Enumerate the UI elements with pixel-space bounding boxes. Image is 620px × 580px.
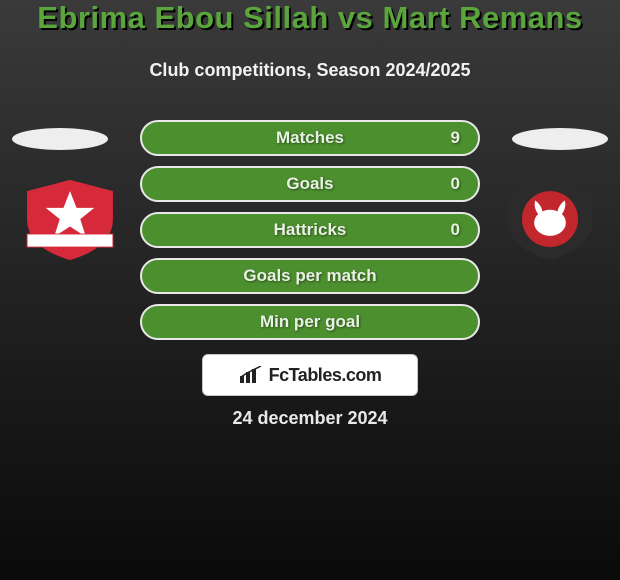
stat-bar-min-per-goal: Min per goal — [140, 304, 480, 340]
stat-label: Min per goal — [260, 312, 360, 332]
player-left-silhouette — [12, 128, 108, 150]
stat-label: Matches — [276, 128, 344, 148]
brand-badge: FcTables.com — [202, 354, 418, 396]
stat-bar-goals: Goals 0 — [140, 166, 480, 202]
stat-bar-goals-per-match: Goals per match — [140, 258, 480, 294]
bar-chart-icon — [239, 366, 263, 384]
stat-value: 9 — [451, 128, 460, 148]
stat-label: Goals — [286, 174, 333, 194]
stat-bars: Matches 9 Goals 0 Hattricks 0 Goals per … — [140, 120, 480, 350]
stat-bar-matches: Matches 9 — [140, 120, 480, 156]
badge-band — [27, 234, 113, 247]
brand-text: FcTables.com — [269, 365, 382, 386]
stat-label: Goals per match — [243, 266, 376, 286]
stat-value: 0 — [451, 220, 460, 240]
stat-label: Hattricks — [274, 220, 347, 240]
stat-bar-hattricks: Hattricks 0 — [140, 212, 480, 248]
date-stamp: 24 december 2024 — [0, 408, 620, 429]
team-right-badge — [502, 178, 598, 262]
team-left-badge — [22, 178, 118, 262]
comparison-card: Ebrima Ebou Sillah vs Mart Remans Club c… — [0, 0, 620, 580]
stat-value: 0 — [451, 174, 460, 194]
page-subtitle: Club competitions, Season 2024/2025 — [0, 60, 620, 81]
player-right-silhouette — [512, 128, 608, 150]
page-title: Ebrima Ebou Sillah vs Mart Remans — [0, 0, 620, 36]
